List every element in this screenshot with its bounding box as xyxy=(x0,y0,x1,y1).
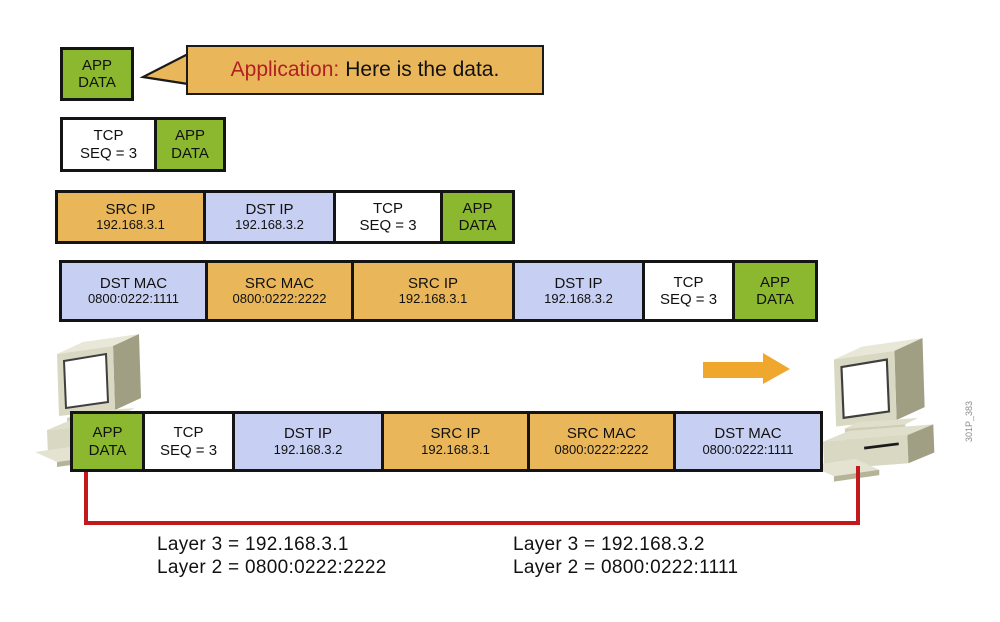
cell-value: 0800:0222:2222 xyxy=(232,291,327,307)
bubble-speaker-label: Application: xyxy=(230,58,340,81)
cell-label: SRC IP xyxy=(105,200,156,218)
cell-value: SEQ = 3 xyxy=(159,441,218,459)
cell-label: APP xyxy=(174,127,205,145)
packet-cell-dst-mac: DST MAC 0800:0222:1111 xyxy=(59,260,208,322)
cell-value: 192.168.3.2 xyxy=(273,441,343,457)
packet-cell-dst-ip: DST IP 192.168.3.2 xyxy=(232,411,384,472)
packet-cell-app: APP DATA xyxy=(70,411,145,472)
cell-label: APP xyxy=(759,273,790,291)
packet-cell-tcp: TCP SEQ = 3 xyxy=(333,190,443,244)
packet-cell-dst-ip: DST IP 192.168.3.2 xyxy=(203,190,336,244)
cell-value: SEQ = 3 xyxy=(659,291,718,308)
cell-value: 192.168.3.2 xyxy=(544,291,613,307)
cell-label: SRC IP xyxy=(430,425,481,443)
host-a-layer3-label: Layer 3 = 192.168.3.1 xyxy=(157,534,349,555)
cell-value: DATA xyxy=(756,291,794,308)
cell-label: DST MAC xyxy=(714,425,782,443)
host-a-layer2-label: Layer 2 = 0800:0222:2222 xyxy=(157,556,387,578)
cell-value: 0800:0222:1111 xyxy=(87,291,180,307)
packet-cell-src-mac: SRC MAC 0800:0222:2222 xyxy=(205,260,354,322)
cell-label: DST MAC xyxy=(99,274,168,292)
cell-label: APP xyxy=(92,424,123,442)
frame-ip-packet: SRC IP 192.168.3.1 DST IP 192.168.3.2 TCP SEQ… xyxy=(55,190,515,244)
cell-value: 0800:0222:2222 xyxy=(554,441,649,457)
host-b-layer2-label: Layer 2 = 0800:0222:1111 xyxy=(513,556,739,578)
speech-bubble-tail xyxy=(139,53,189,86)
wire-line xyxy=(84,466,860,525)
host-b-layer3-label: Layer 3 = 192.168.3.2 xyxy=(513,534,705,555)
packet-cell-app: APP DATA xyxy=(732,260,818,322)
cell-value: DATA xyxy=(458,217,497,234)
cell-label: TCP xyxy=(173,424,204,442)
frame-tcp-segment: TCP SEQ = 3 APP DATA xyxy=(60,117,226,172)
packet-cell-src-ip: SRC IP 192.168.3.1 xyxy=(381,411,530,472)
cell-label: TCP xyxy=(93,127,124,145)
cell-label: SRC MAC xyxy=(566,425,637,443)
cell-value: DATA xyxy=(88,441,127,459)
frame-frame-on-wire: APP DATA TCP SEQ = 3 DST IP 192.168.3.2 SRC IP… xyxy=(70,411,823,472)
cell-label: DST IP xyxy=(245,200,294,218)
packet-cell-app: APP DATA xyxy=(60,47,134,101)
packet-cell-dst-mac: DST MAC 0800:0222:1111 xyxy=(673,411,823,472)
cell-value: SEQ = 3 xyxy=(79,144,138,162)
cell-value: 192.168.3.1 xyxy=(96,217,165,233)
cell-label: TCP xyxy=(673,273,704,291)
host-a-address-label: Layer 3 = 192.168.3.1 Layer 2 = 0800:022… xyxy=(157,534,387,580)
packet-cell-tcp: TCP SEQ = 3 xyxy=(60,117,157,172)
cell-label: DST IP xyxy=(283,425,333,443)
cell-value: 192.168.3.1 xyxy=(421,441,490,457)
frame-app-data: APP DATA xyxy=(60,47,134,101)
host-b-address-label: Layer 3 = 192.168.3.2 Layer 2 = 0800:022… xyxy=(513,534,738,580)
figure-id-watermark: 301P_383 xyxy=(964,401,974,442)
cell-label: APP xyxy=(462,199,493,217)
cell-label: SRC IP xyxy=(407,274,458,292)
cell-value: DATA xyxy=(171,144,209,162)
packet-cell-src-mac: SRC MAC 0800:0222:2222 xyxy=(527,411,676,472)
cell-label: APP xyxy=(81,56,112,74)
cell-label: SRC MAC xyxy=(244,274,315,292)
cell-value: 192.168.3.1 xyxy=(398,291,468,307)
packet-cell-tcp: TCP SEQ = 3 xyxy=(642,260,735,322)
speech-bubble: Application: Here is the data. xyxy=(186,45,544,95)
cell-value: SEQ = 3 xyxy=(359,217,417,234)
packet-cell-src-ip: SRC IP 192.168.3.1 xyxy=(351,260,515,322)
cell-label: TCP xyxy=(373,199,403,217)
cell-label: DST IP xyxy=(554,274,603,292)
packet-cell-src-ip: SRC IP 192.168.3.1 xyxy=(55,190,206,244)
packet-cell-app: APP DATA xyxy=(440,190,515,244)
packet-cell-dst-ip: DST IP 192.168.3.2 xyxy=(512,260,645,322)
packet-cell-tcp: TCP SEQ = 3 xyxy=(142,411,235,472)
cell-value: 0800:0222:1111 xyxy=(702,441,794,457)
bubble-message: Here is the data. xyxy=(345,58,500,81)
cell-value: DATA xyxy=(78,74,116,91)
computer-icon-right xyxy=(808,336,936,483)
packet-cell-app: APP DATA xyxy=(154,117,226,172)
cell-value: 192.168.3.2 xyxy=(235,217,304,233)
direction-arrow-icon xyxy=(703,353,790,384)
frame-ethernet-frame: DST MAC 0800:0222:1111 SRC MAC 0800:0222:22… xyxy=(59,260,818,322)
